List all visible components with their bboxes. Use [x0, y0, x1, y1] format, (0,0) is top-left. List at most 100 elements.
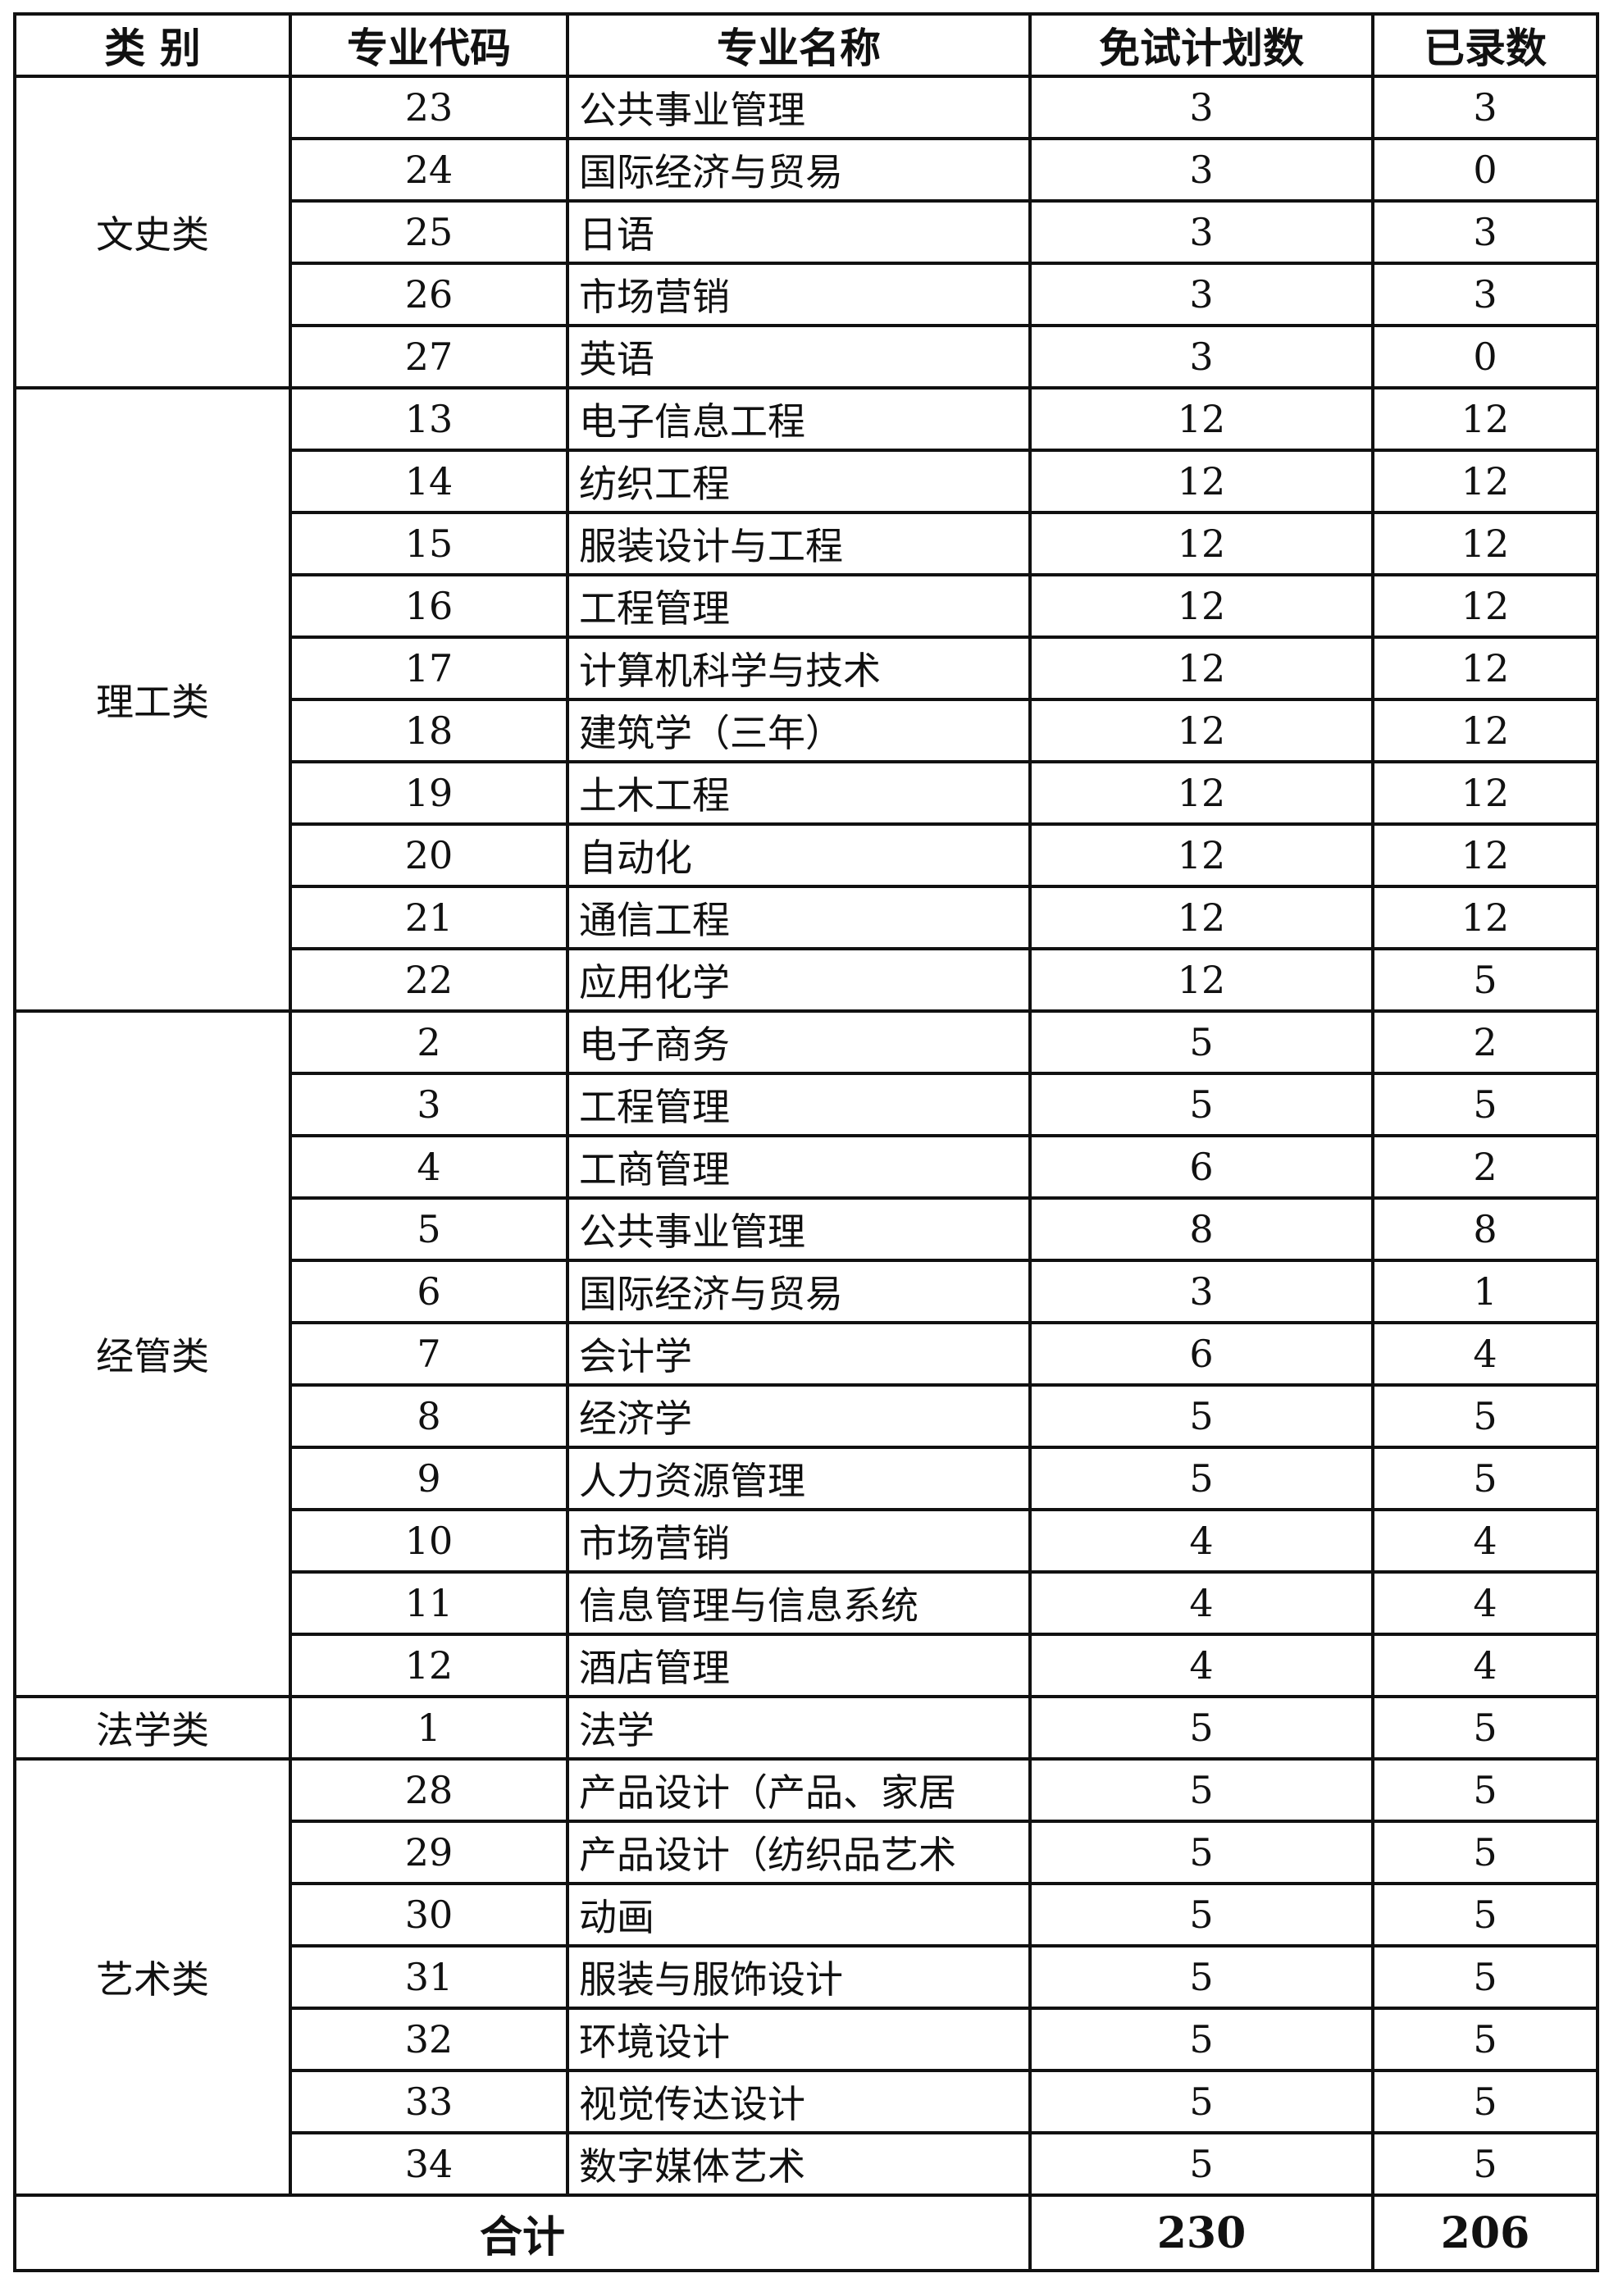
admitted-cell: 0 [1371, 324, 1599, 390]
admitted-cell: 5 [1371, 1072, 1599, 1137]
admitted-cell: 4 [1371, 1508, 1599, 1574]
table-row: 文史类 23 公共事业管理 3 3 [13, 75, 1599, 390]
category-cell: 法学类 [13, 1695, 292, 1761]
code-cell: 18 [289, 698, 569, 763]
admitted-cell: 5 [1371, 2131, 1599, 2197]
table-row: 14 纺织工程 12 12 [15, 449, 1599, 514]
table-row: 5 公共事业管理 8 8 [15, 1196, 1599, 1262]
admitted-cell: 5 [1371, 1757, 1599, 1823]
admitted-cell: 5 [1371, 1882, 1599, 1947]
name-cell: 建筑学（三年） [566, 698, 1032, 763]
table-row: 18 建筑学（三年） 12 12 [15, 698, 1599, 763]
plan-cell: 12 [1028, 698, 1374, 763]
name-cell: 产品设计（产品、家居 [566, 1757, 1032, 1823]
name-cell: 信息管理与信息系统 [566, 1570, 1032, 1636]
table-row: 11 信息管理与信息系统 4 4 [15, 1570, 1599, 1636]
table-row: 24 国际经济与贸易 3 0 [15, 137, 1599, 203]
admitted-cell: 3 [1371, 262, 1599, 327]
plan-cell: 12 [1028, 822, 1374, 888]
code-cell: 11 [289, 1570, 569, 1636]
admitted-cell: 5 [1371, 947, 1599, 1013]
header-plan: 免试计划数 [1028, 12, 1374, 78]
table-row: 20 自动化 12 12 [15, 822, 1599, 888]
plan-cell: 3 [1028, 75, 1374, 140]
admitted-cell: 0 [1371, 137, 1599, 203]
name-cell: 英语 [566, 324, 1032, 390]
header-name: 专业名称 [566, 12, 1032, 78]
plan-cell: 4 [1028, 1570, 1374, 1636]
table-row: 法学类 1 法学 5 5 [13, 1695, 1599, 1761]
name-cell: 会计学 [566, 1321, 1032, 1387]
code-cell: 1 [289, 1695, 569, 1761]
table-row: 经管类 2 电子商务 5 2 [13, 1009, 1599, 1698]
table-row: 16 工程管理 12 12 [15, 573, 1599, 639]
name-cell: 计算机科学与技术 [566, 636, 1032, 701]
plan-cell: 12 [1028, 636, 1374, 701]
code-cell: 23 [289, 75, 569, 140]
code-cell: 27 [289, 324, 569, 390]
admitted-cell: 12 [1371, 885, 1599, 950]
name-cell: 服装设计与工程 [566, 511, 1032, 576]
code-cell: 34 [289, 2131, 569, 2197]
enrollment-table: 类 别 专业代码 专业名称 免试计划数 已录数 文史类 23 公共事业管理 3 3 24 国… [13, 12, 1599, 2272]
total-plan: 230 [1028, 2194, 1374, 2272]
code-cell: 12 [289, 1633, 569, 1698]
name-cell: 经济学 [566, 1383, 1032, 1449]
plan-cell: 12 [1028, 885, 1374, 950]
admitted-cell: 4 [1371, 1633, 1599, 1698]
table-row: 4 工商管理 6 2 [15, 1134, 1599, 1200]
admitted-cell: 12 [1371, 698, 1599, 763]
table-row: 33 视觉传达设计 5 5 [15, 2069, 1599, 2134]
code-cell: 26 [289, 262, 569, 327]
table-row: 21 通信工程 12 12 [15, 885, 1599, 950]
code-cell: 5 [289, 1196, 569, 1262]
code-cell: 14 [289, 449, 569, 514]
admitted-cell: 12 [1371, 573, 1599, 639]
name-cell: 土木工程 [566, 760, 1032, 826]
header-category: 类 别 [13, 12, 292, 78]
plan-cell: 5 [1028, 1072, 1374, 1137]
table-row: 19 土木工程 12 12 [15, 760, 1599, 826]
table-row: 6 国际经济与贸易 3 1 [15, 1259, 1599, 1324]
name-cell: 国际经济与贸易 [566, 1259, 1032, 1324]
name-cell: 应用化学 [566, 947, 1032, 1013]
table-row: 29 产品设计（纺织品艺术 5 5 [15, 1820, 1599, 1885]
category-cell: 经管类 [13, 1009, 292, 1698]
header-admitted: 已录数 [1371, 12, 1599, 78]
code-cell: 13 [289, 386, 569, 452]
name-cell: 法学 [566, 1695, 1032, 1761]
name-cell: 服装与服饰设计 [566, 1944, 1032, 2010]
table-row: 10 市场营销 4 4 [15, 1508, 1599, 1574]
category-cell: 文史类 [13, 75, 292, 390]
plan-cell: 5 [1028, 1757, 1374, 1823]
admitted-cell: 4 [1371, 1570, 1599, 1636]
code-cell: 20 [289, 822, 569, 888]
name-cell: 环境设计 [566, 2007, 1032, 2072]
plan-cell: 5 [1028, 2007, 1374, 2072]
plan-cell: 12 [1028, 449, 1374, 514]
code-cell: 29 [289, 1820, 569, 1885]
code-cell: 28 [289, 1757, 569, 1823]
code-cell: 31 [289, 1944, 569, 2010]
admitted-cell: 5 [1371, 1820, 1599, 1885]
name-cell: 纺织工程 [566, 449, 1032, 514]
admitted-cell: 12 [1371, 636, 1599, 701]
plan-cell: 5 [1028, 1820, 1374, 1885]
plan-cell: 3 [1028, 262, 1374, 327]
table-row: 15 服装设计与工程 12 12 [15, 511, 1599, 576]
code-cell: 8 [289, 1383, 569, 1449]
admitted-cell: 4 [1371, 1321, 1599, 1387]
name-cell: 人力资源管理 [566, 1446, 1032, 1511]
table-row: 理工类 13 电子信息工程 12 12 [13, 386, 1599, 1013]
table-row: 26 市场营销 3 3 [15, 262, 1599, 327]
plan-cell: 4 [1028, 1508, 1374, 1574]
name-cell: 日语 [566, 199, 1032, 265]
table-row: 3 工程管理 5 5 [15, 1072, 1599, 1137]
table-row: 31 服装与服饰设计 5 5 [15, 1944, 1599, 2010]
admitted-cell: 2 [1371, 1134, 1599, 1200]
name-cell: 工商管理 [566, 1134, 1032, 1200]
code-cell: 7 [289, 1321, 569, 1387]
total-row: 合计 230 206 [13, 2194, 1599, 2272]
name-cell: 国际经济与贸易 [566, 137, 1032, 203]
code-cell: 33 [289, 2069, 569, 2134]
